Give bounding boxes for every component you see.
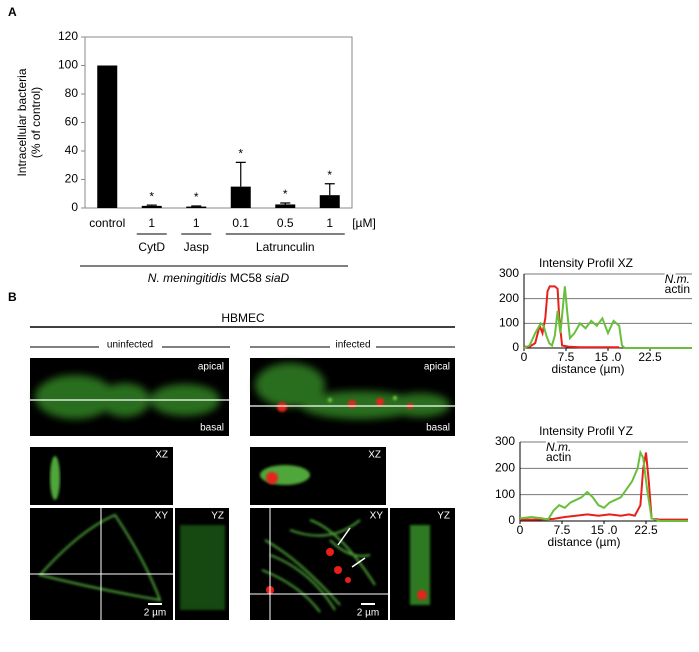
y-tick-label: 100 [58,58,78,72]
bar [230,186,251,208]
y-tick-label: 120 [58,29,78,43]
y-axis-title-line: (% of control) [29,87,43,158]
significance: * [238,147,243,161]
x-tick-label: 7.5 [558,350,575,364]
x-tick-label: control [89,216,125,230]
y-tick-label: 40 [65,143,79,157]
bar [97,65,118,208]
error-bar [324,183,335,196]
y-tick-label: 60 [65,115,79,129]
strain-part: N. meningitidis [148,271,227,285]
scale-bar: 2 µm [144,608,166,619]
x-tick-label: 22.5 [638,350,662,364]
x-tick-label: 0.5 [277,216,294,230]
x-tick-label: 15 .0 [595,350,622,364]
strain-part: siaD [262,271,290,285]
series-line [519,449,688,522]
series-line [520,452,688,521]
condition: uninfected [107,340,153,351]
bar [186,206,207,208]
series-line [524,285,620,349]
unit-label: [µM] [352,216,376,230]
y-tick-label: 200 [495,461,515,475]
x-tick-label: 15 .0 [591,523,618,537]
chart-title: Intensity Profil XZ [539,256,633,270]
image-label: XZ [368,450,381,461]
y-tick-label: 0 [512,340,519,354]
legend-label: N.m. [665,272,690,286]
significance: * [327,168,332,182]
y-tick-label: 200 [499,291,519,305]
image-label: XY [155,511,169,522]
y-tick-label: 20 [65,172,79,186]
error-bar [191,205,202,207]
x-tick-label: 7.5 [554,523,571,537]
y-tick-label: 100 [499,316,519,330]
y-tick-label: 80 [65,86,79,100]
legend-label: N.m. [546,440,571,454]
panel-label: A [8,5,17,19]
group-label: Jasp [184,240,210,254]
y-tick-label: 300 [499,266,519,280]
y-tick-label: 0 [508,513,515,527]
x-tick-label: 0.1 [232,216,249,230]
series-line [523,286,692,349]
x-tick-label: 1 [193,216,200,230]
image-label: YZ [437,511,450,522]
micrograph: XZ XY 2 µm YZ [250,447,455,620]
y-axis-title: Intracellular bacteria(% of control) [15,68,43,176]
scale-bar: 2 µm [357,608,379,619]
image-label: apical [198,362,224,373]
strain-label: N. meningitidis MC58 siaD [148,271,290,285]
plot-frame [84,36,353,209]
micrograph: apical basal [30,358,229,436]
image-label: YZ [211,511,224,522]
legend-label: actin [546,450,571,464]
significance: * [149,189,154,203]
bar [275,204,296,208]
micrograph: apical basal [250,358,455,436]
bar [141,205,162,208]
image-label: XY [370,511,384,522]
significance: * [194,190,199,204]
chart-title: Intensity Profil YZ [539,424,633,438]
x-tick-label: 1 [326,216,333,230]
bar [319,195,340,208]
x-tick-label: 22.5 [634,523,658,537]
y-tick-label: 100 [495,487,515,501]
legend-label: actin [665,282,690,296]
image-label: basal [426,423,450,434]
error-bar [146,204,157,206]
panel-label: B [8,290,17,304]
error-bar [280,202,291,205]
x-axis-title: distance (µm) [552,362,625,376]
x-tick-label: 0 [521,350,528,364]
significance: * [283,187,288,201]
condition: infected [335,340,370,351]
error-bar [235,161,246,187]
group-header: HBMEC [221,311,265,325]
group-label: CytD [138,240,165,254]
y-axis-title-line: Intracellular bacteria [15,68,29,176]
x-axis-title: distance (µm) [548,535,621,549]
image-label: apical [424,362,450,373]
micrograph: XZ XY 2 µm YZ [30,447,229,620]
x-tick-label: 0 [517,523,524,537]
image-label: basal [200,423,224,434]
y-tick-label: 300 [495,434,515,448]
strain-part: MC58 [227,271,263,285]
x-tick-label: 1 [148,216,155,230]
image-label: XZ [155,450,168,461]
y-tick-label: 0 [71,200,78,214]
group-label: Latrunculin [256,240,315,254]
